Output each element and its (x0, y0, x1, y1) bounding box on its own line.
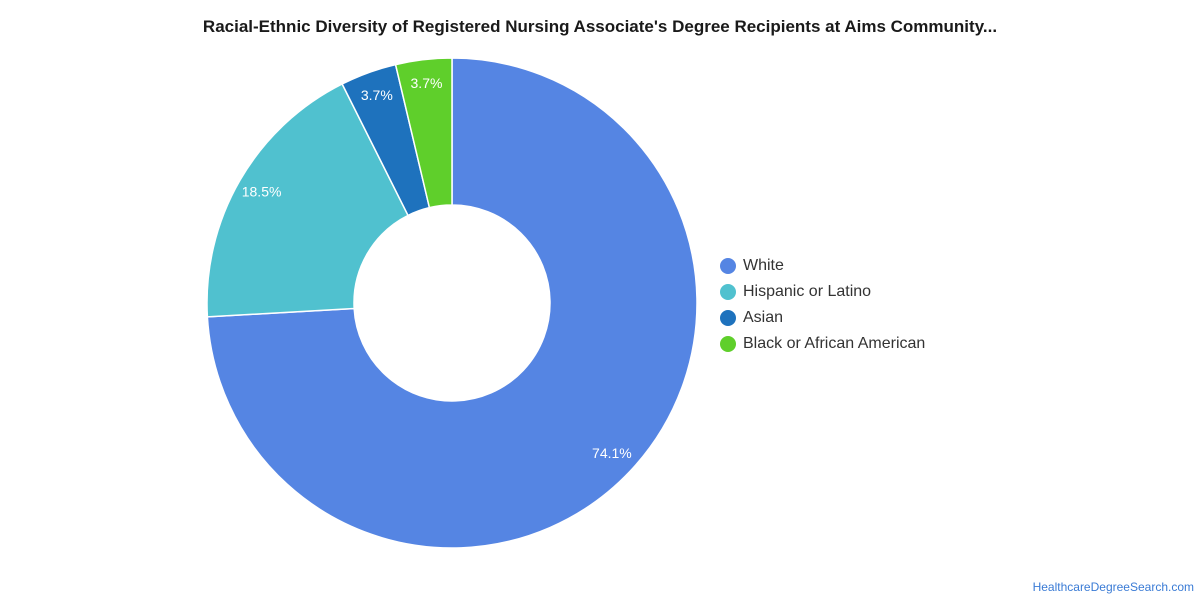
slice-hispanic-or-latino[interactable] (206, 83, 410, 318)
legend-label: White (743, 257, 784, 274)
slice-white[interactable] (206, 57, 698, 549)
legend-item-black-or-african-american[interactable]: Black or African American (720, 331, 925, 357)
legend-swatch-icon (720, 284, 736, 300)
data-label-asian: 3.7% (361, 87, 393, 103)
source-link[interactable]: HealthcareDegreeSearch.com (1032, 580, 1194, 594)
legend-label: Hispanic or Latino (743, 283, 872, 300)
legend-swatch-icon (720, 310, 736, 326)
legend-label: Black or African American (743, 335, 926, 352)
data-label-hispanic-or-latino: 18.5% (242, 184, 282, 200)
legend-swatch-icon (720, 258, 736, 274)
slice-black-or-african-american[interactable] (394, 57, 453, 209)
legend-item-white[interactable]: White (720, 253, 925, 279)
chart-title: Racial-Ethnic Diversity of Registered Nu… (202, 17, 998, 36)
chart-legend: White Hispanic or Latino Asian Black or Afr… (720, 253, 925, 357)
legend-item-asian[interactable]: Asian (720, 305, 925, 331)
data-label-black-or-african-american: 3.7% (411, 75, 443, 91)
legend-label: Asian (743, 309, 784, 326)
legend-swatch-icon (720, 336, 736, 352)
data-label-white: 74.1% (592, 445, 632, 461)
legend-item-hispanic-or-latino[interactable]: Hispanic or Latino (720, 279, 925, 305)
